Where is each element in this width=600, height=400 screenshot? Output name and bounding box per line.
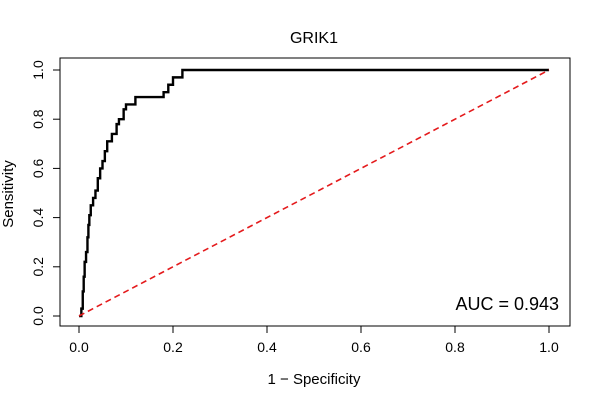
x-tick-label: 0.4 — [257, 339, 277, 355]
y-tick-label: 0.0 — [30, 306, 46, 326]
chart-title: GRIK1 — [290, 30, 338, 47]
auc-annotation: AUC = 0.943 — [455, 294, 559, 314]
x-tick-label: 0.0 — [69, 339, 89, 355]
x-tick-label: 0.6 — [351, 339, 371, 355]
x-tick-label: 0.8 — [445, 339, 465, 355]
y-tick-label: 0.4 — [30, 208, 46, 228]
y-axis-label: Sensitivity — [0, 160, 17, 228]
y-axis: 0.0 0.2 0.4 0.6 0.8 1.0 — [30, 60, 61, 326]
y-tick-label: 0.6 — [30, 158, 46, 178]
y-tick-label: 0.8 — [30, 109, 46, 129]
series-layer — [78, 68, 550, 318]
x-axis-label: 1 − Specificity — [268, 371, 361, 388]
roc-curve-line — [79, 68, 549, 318]
y-tick-label: 1.0 — [30, 60, 46, 80]
y-tick-label: 0.2 — [30, 257, 46, 277]
x-tick-label: 1.0 — [539, 339, 559, 355]
x-tick-label: 0.2 — [163, 339, 183, 355]
x-axis: 0.0 0.2 0.4 0.6 0.8 1.0 — [69, 325, 559, 355]
reference-diagonal-line — [78, 69, 550, 317]
